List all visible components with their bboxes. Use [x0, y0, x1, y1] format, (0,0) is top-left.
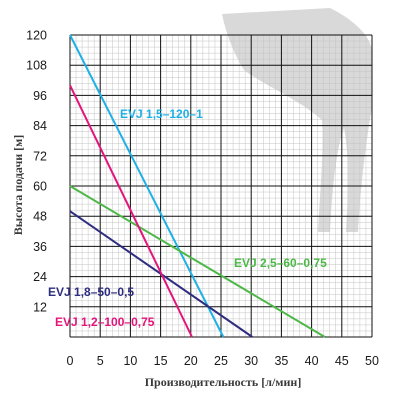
x-tick-label: 35 [274, 354, 288, 368]
x-tick-label: 30 [244, 354, 258, 368]
x-tick-label: 20 [184, 354, 198, 368]
x-tick-label: 25 [214, 354, 228, 368]
x-tick-label: 50 [365, 354, 379, 368]
chart-ticks: 12 24 36 48 60 72 84 96 108 120 0 5 10 15 20 25 30 35 40 45… [26, 29, 379, 369]
y-tick-label: 60 [33, 180, 47, 194]
series-label-evj-1-2-100-0-75: EVJ 1,2–100–0,75 [55, 315, 155, 329]
series-line-3 [69, 84, 193, 338]
series-line-0 [69, 34, 225, 338]
x-tick-label: 15 [154, 354, 168, 368]
y-tick-label: 36 [33, 240, 47, 254]
background-silhouette [222, 8, 372, 232]
y-tick-label: 48 [33, 210, 47, 224]
x-tick-label: 10 [123, 354, 137, 368]
chart-series [69, 34, 326, 338]
series-line-1 [69, 185, 326, 338]
series-labels: EVJ 1,5–120–1 EVJ 2,5–60–0,75 EVJ 1,8–50… [48, 107, 327, 329]
x-tick-label: 40 [305, 354, 319, 368]
y-tick-label: 108 [26, 59, 47, 73]
series-label-evj-2-5-60-0-75: EVJ 2,5–60–0,75 [234, 256, 327, 270]
y-tick-label: 24 [33, 270, 47, 284]
y-tick-label: 12 [33, 300, 47, 314]
chart-grid [69, 34, 373, 338]
x-tick-label: 0 [67, 354, 74, 368]
y-axis-label: Высота подачи [м] [11, 135, 25, 236]
y-tick-label: 96 [33, 89, 47, 103]
x-tick-label: 45 [335, 354, 349, 368]
y-tick-label: 120 [26, 29, 47, 43]
series-label-evj-1-8-50-0-5: EVJ 1,8–50–0,5 [48, 285, 134, 299]
x-tick-label: 5 [97, 354, 104, 368]
y-tick-label: 84 [33, 119, 47, 133]
series-label-evj-1-5-120-1: EVJ 1,5–120–1 [120, 107, 203, 121]
x-axis-label: Производительность [л/мин] [145, 375, 302, 389]
y-tick-label: 72 [33, 149, 47, 163]
